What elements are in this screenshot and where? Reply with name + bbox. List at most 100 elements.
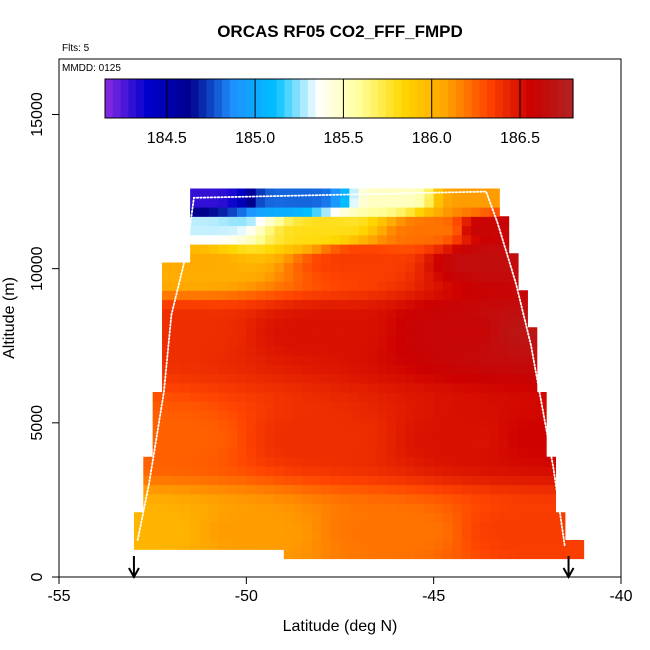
heatmap-cell bbox=[405, 438, 416, 449]
heatmap-cell bbox=[358, 281, 369, 291]
heatmap-cell bbox=[340, 262, 350, 273]
heatmap-cell bbox=[508, 493, 519, 504]
heatmap-cell bbox=[349, 410, 360, 421]
heatmap-cell bbox=[236, 355, 247, 365]
heatmap-cell bbox=[377, 244, 388, 254]
heatmap-cell bbox=[452, 549, 463, 560]
heatmap-cell bbox=[414, 318, 425, 328]
heatmap-cell bbox=[340, 484, 350, 495]
heatmap-cell bbox=[517, 530, 528, 541]
heatmap-cell bbox=[358, 503, 369, 513]
heatmap-cell bbox=[358, 355, 369, 365]
flight-track-line bbox=[136, 190, 566, 548]
heatmap-cell bbox=[489, 456, 500, 467]
heatmap-cell bbox=[236, 234, 247, 245]
heatmap-cell bbox=[433, 373, 444, 384]
heatmap-cell bbox=[396, 336, 407, 347]
heatmap-cell bbox=[489, 484, 500, 495]
heatmap-cell bbox=[208, 281, 219, 291]
heatmap-cell bbox=[480, 355, 491, 365]
heatmap-cell bbox=[180, 456, 191, 467]
heatmap-cell bbox=[480, 410, 491, 421]
heatmap-cell bbox=[405, 466, 416, 476]
heatmap-cell bbox=[517, 503, 528, 513]
heatmap-cell bbox=[246, 244, 257, 254]
heatmap-cell bbox=[368, 197, 379, 208]
heatmap-cell bbox=[368, 225, 379, 236]
heatmap-cell bbox=[208, 503, 219, 513]
heatmap-cell bbox=[358, 234, 369, 245]
heatmap-cell bbox=[386, 290, 397, 301]
heatmap-cell bbox=[452, 197, 463, 208]
heatmap-cell bbox=[433, 540, 444, 550]
colorbar-segment bbox=[424, 79, 434, 118]
heatmap-cell bbox=[480, 244, 491, 254]
heatmap-cell bbox=[414, 216, 425, 227]
heatmap-cell bbox=[265, 475, 276, 486]
heatmap-cell bbox=[517, 401, 528, 412]
heatmap-cell bbox=[255, 253, 266, 264]
heatmap-cell bbox=[302, 438, 313, 449]
heatmap-cell bbox=[368, 447, 379, 458]
heatmap-cell bbox=[218, 253, 229, 264]
heatmap-cell bbox=[508, 475, 519, 486]
heatmap-cell bbox=[377, 521, 388, 532]
heatmap-cell bbox=[265, 355, 276, 365]
heatmap-cell bbox=[368, 271, 379, 282]
heatmap-cell bbox=[283, 503, 294, 513]
heatmap-cell bbox=[236, 382, 247, 393]
heatmap-cell bbox=[236, 392, 247, 402]
heatmap-cell bbox=[480, 549, 491, 560]
heatmap-cell bbox=[265, 447, 276, 458]
heatmap-cell bbox=[508, 382, 519, 393]
heatmap-cell bbox=[293, 540, 304, 550]
heatmap-cell bbox=[143, 503, 154, 513]
heatmap-cell bbox=[527, 530, 538, 541]
colorbar-segment bbox=[331, 79, 340, 118]
heatmap-cell bbox=[190, 234, 201, 245]
heatmap-cell bbox=[546, 503, 557, 513]
heatmap-cell bbox=[405, 540, 416, 550]
heatmap-cell bbox=[358, 373, 369, 384]
heatmap-cell bbox=[396, 271, 407, 282]
heatmap-cell bbox=[283, 336, 294, 347]
heatmap-cell bbox=[265, 299, 276, 310]
heatmap-cell bbox=[480, 429, 491, 439]
heatmap-cell bbox=[424, 262, 435, 273]
heatmap-cell bbox=[283, 299, 294, 310]
heatmap-cell bbox=[555, 530, 566, 541]
heatmap-cell bbox=[358, 438, 369, 449]
heatmap-cell bbox=[349, 318, 360, 328]
heatmap-cell bbox=[321, 336, 332, 347]
heatmap-cell bbox=[377, 503, 388, 513]
colorbar-segment bbox=[167, 79, 176, 118]
heatmap-cell bbox=[283, 401, 294, 412]
heatmap-cell bbox=[199, 521, 210, 532]
heatmap-cell bbox=[471, 382, 482, 393]
heatmap-cell bbox=[358, 253, 369, 264]
heatmap-cell bbox=[527, 456, 538, 467]
heatmap-cell bbox=[424, 234, 435, 245]
heatmap-cell bbox=[218, 327, 229, 338]
heatmap-cell bbox=[302, 373, 313, 384]
heatmap-cell bbox=[517, 429, 528, 439]
heatmap-cell bbox=[424, 336, 435, 347]
heatmap-cell bbox=[414, 271, 425, 282]
colorbar-segment bbox=[315, 79, 324, 118]
heatmap-cell bbox=[424, 530, 435, 541]
heatmap-cell bbox=[340, 493, 350, 504]
heatmap-cell bbox=[471, 540, 482, 550]
heatmap-cell bbox=[330, 271, 341, 282]
heatmap-cell bbox=[162, 503, 172, 513]
heatmap-cell bbox=[349, 253, 360, 264]
heatmap-cell bbox=[171, 373, 182, 384]
heatmap-cell bbox=[246, 447, 257, 458]
heatmap-cell bbox=[443, 521, 453, 532]
heatmap-cell bbox=[471, 475, 482, 486]
heatmap-cell bbox=[443, 225, 453, 236]
heatmap-cell bbox=[283, 549, 294, 560]
heatmap-cell bbox=[208, 447, 219, 458]
heatmap-cell bbox=[162, 327, 172, 338]
heatmap-cell bbox=[471, 327, 482, 338]
heatmap-cell bbox=[480, 290, 491, 301]
